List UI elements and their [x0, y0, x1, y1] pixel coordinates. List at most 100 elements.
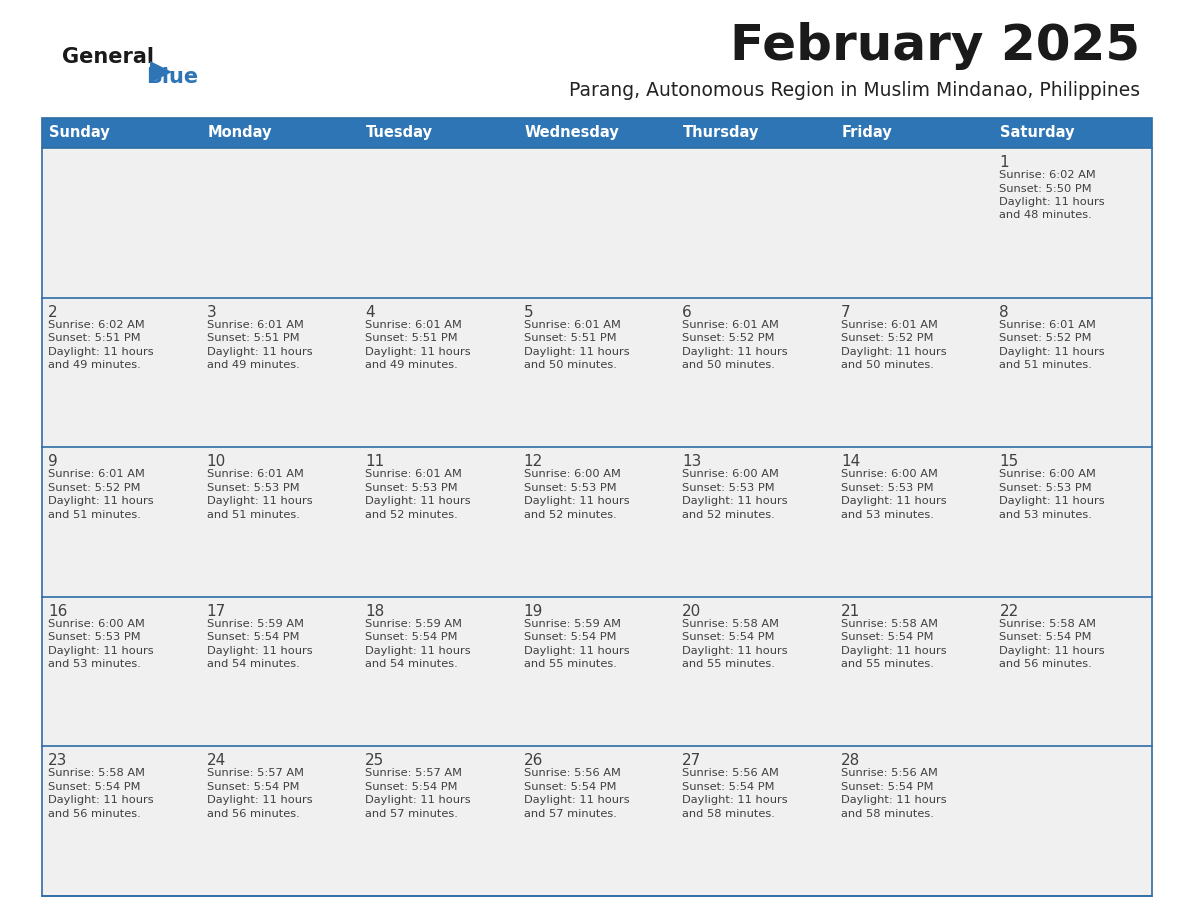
- Text: Sunset: 5:54 PM: Sunset: 5:54 PM: [524, 633, 617, 643]
- Text: Daylight: 11 hours: Daylight: 11 hours: [682, 645, 788, 655]
- Text: and 49 minutes.: and 49 minutes.: [365, 360, 457, 370]
- Text: Sunrise: 6:01 AM: Sunrise: 6:01 AM: [207, 469, 303, 479]
- Text: Sunset: 5:52 PM: Sunset: 5:52 PM: [841, 333, 934, 343]
- Text: Sunset: 5:51 PM: Sunset: 5:51 PM: [365, 333, 457, 343]
- Text: Thursday: Thursday: [683, 126, 759, 140]
- Text: 12: 12: [524, 454, 543, 469]
- Text: Sunday: Sunday: [49, 126, 109, 140]
- Text: Blue: Blue: [146, 67, 198, 87]
- Text: and 48 minutes.: and 48 minutes.: [999, 210, 1092, 220]
- Text: and 57 minutes.: and 57 minutes.: [524, 809, 617, 819]
- Bar: [42, 297, 1152, 447]
- Text: and 56 minutes.: and 56 minutes.: [48, 809, 140, 819]
- Text: Sunset: 5:52 PM: Sunset: 5:52 PM: [999, 333, 1092, 343]
- Text: Daylight: 11 hours: Daylight: 11 hours: [365, 497, 470, 506]
- Text: 15: 15: [999, 454, 1018, 469]
- Text: 18: 18: [365, 604, 385, 619]
- Text: Daylight: 11 hours: Daylight: 11 hours: [365, 795, 470, 805]
- Text: Daylight: 11 hours: Daylight: 11 hours: [365, 645, 470, 655]
- Text: Sunrise: 6:01 AM: Sunrise: 6:01 AM: [48, 469, 145, 479]
- Text: Daylight: 11 hours: Daylight: 11 hours: [524, 347, 630, 356]
- Text: and 55 minutes.: and 55 minutes.: [841, 659, 934, 669]
- Text: Sunrise: 5:58 AM: Sunrise: 5:58 AM: [841, 619, 937, 629]
- Text: Sunrise: 5:59 AM: Sunrise: 5:59 AM: [524, 619, 620, 629]
- Text: 21: 21: [841, 604, 860, 619]
- Text: Sunrise: 6:00 AM: Sunrise: 6:00 AM: [841, 469, 937, 479]
- Text: Sunset: 5:53 PM: Sunset: 5:53 PM: [999, 483, 1092, 493]
- Text: and 49 minutes.: and 49 minutes.: [207, 360, 299, 370]
- Text: and 53 minutes.: and 53 minutes.: [999, 509, 1092, 520]
- Text: Daylight: 11 hours: Daylight: 11 hours: [682, 795, 788, 805]
- Text: Sunrise: 6:02 AM: Sunrise: 6:02 AM: [999, 170, 1097, 180]
- Text: Daylight: 11 hours: Daylight: 11 hours: [207, 645, 312, 655]
- Text: Daylight: 11 hours: Daylight: 11 hours: [524, 645, 630, 655]
- Text: and 52 minutes.: and 52 minutes.: [682, 509, 775, 520]
- Text: Monday: Monday: [208, 126, 272, 140]
- Text: 13: 13: [682, 454, 702, 469]
- Text: Sunset: 5:53 PM: Sunset: 5:53 PM: [48, 633, 140, 643]
- Text: and 51 minutes.: and 51 minutes.: [48, 509, 141, 520]
- Text: 17: 17: [207, 604, 226, 619]
- Text: Sunset: 5:53 PM: Sunset: 5:53 PM: [841, 483, 934, 493]
- Text: Daylight: 11 hours: Daylight: 11 hours: [682, 347, 788, 356]
- Text: Sunset: 5:54 PM: Sunset: 5:54 PM: [841, 633, 934, 643]
- Text: Sunset: 5:53 PM: Sunset: 5:53 PM: [365, 483, 457, 493]
- Text: Sunset: 5:54 PM: Sunset: 5:54 PM: [682, 633, 775, 643]
- Text: and 50 minutes.: and 50 minutes.: [841, 360, 934, 370]
- Text: Sunset: 5:54 PM: Sunset: 5:54 PM: [999, 633, 1092, 643]
- Text: Daylight: 11 hours: Daylight: 11 hours: [841, 347, 947, 356]
- Text: Daylight: 11 hours: Daylight: 11 hours: [524, 497, 630, 506]
- Text: Sunrise: 6:01 AM: Sunrise: 6:01 AM: [365, 319, 462, 330]
- Text: General: General: [62, 47, 154, 67]
- Text: 20: 20: [682, 604, 702, 619]
- Text: 2: 2: [48, 305, 58, 319]
- Text: Daylight: 11 hours: Daylight: 11 hours: [999, 497, 1105, 506]
- Text: Daylight: 11 hours: Daylight: 11 hours: [48, 347, 153, 356]
- Text: 16: 16: [48, 604, 68, 619]
- Text: and 50 minutes.: and 50 minutes.: [682, 360, 775, 370]
- Bar: [42, 118, 1152, 148]
- Text: Sunrise: 5:58 AM: Sunrise: 5:58 AM: [48, 768, 145, 778]
- Text: and 53 minutes.: and 53 minutes.: [841, 509, 934, 520]
- Text: 27: 27: [682, 754, 702, 768]
- Text: Sunset: 5:54 PM: Sunset: 5:54 PM: [207, 782, 299, 792]
- Text: Sunset: 5:53 PM: Sunset: 5:53 PM: [524, 483, 617, 493]
- Bar: [42, 148, 1152, 297]
- Text: Sunset: 5:54 PM: Sunset: 5:54 PM: [365, 633, 457, 643]
- Text: Daylight: 11 hours: Daylight: 11 hours: [207, 347, 312, 356]
- Text: Sunrise: 6:00 AM: Sunrise: 6:00 AM: [48, 619, 145, 629]
- Text: 19: 19: [524, 604, 543, 619]
- Text: 26: 26: [524, 754, 543, 768]
- Polygon shape: [150, 61, 172, 83]
- Text: Sunset: 5:54 PM: Sunset: 5:54 PM: [682, 782, 775, 792]
- Text: and 53 minutes.: and 53 minutes.: [48, 659, 141, 669]
- Text: 9: 9: [48, 454, 58, 469]
- Text: Sunrise: 5:59 AM: Sunrise: 5:59 AM: [365, 619, 462, 629]
- Bar: [42, 597, 1152, 746]
- Text: Daylight: 11 hours: Daylight: 11 hours: [999, 347, 1105, 356]
- Text: Sunrise: 5:59 AM: Sunrise: 5:59 AM: [207, 619, 304, 629]
- Text: and 54 minutes.: and 54 minutes.: [207, 659, 299, 669]
- Text: and 55 minutes.: and 55 minutes.: [682, 659, 775, 669]
- Text: Daylight: 11 hours: Daylight: 11 hours: [841, 497, 947, 506]
- Text: Daylight: 11 hours: Daylight: 11 hours: [999, 197, 1105, 207]
- Text: 24: 24: [207, 754, 226, 768]
- Bar: [42, 118, 1152, 896]
- Text: and 49 minutes.: and 49 minutes.: [48, 360, 140, 370]
- Text: Sunset: 5:53 PM: Sunset: 5:53 PM: [207, 483, 299, 493]
- Text: Daylight: 11 hours: Daylight: 11 hours: [682, 497, 788, 506]
- Text: Daylight: 11 hours: Daylight: 11 hours: [48, 645, 153, 655]
- Text: Sunset: 5:52 PM: Sunset: 5:52 PM: [682, 333, 775, 343]
- Text: Sunrise: 6:00 AM: Sunrise: 6:00 AM: [682, 469, 779, 479]
- Text: Sunset: 5:51 PM: Sunset: 5:51 PM: [524, 333, 617, 343]
- Bar: [42, 447, 1152, 597]
- Text: Daylight: 11 hours: Daylight: 11 hours: [207, 795, 312, 805]
- Text: and 56 minutes.: and 56 minutes.: [999, 659, 1092, 669]
- Text: and 58 minutes.: and 58 minutes.: [682, 809, 775, 819]
- Text: Sunrise: 5:57 AM: Sunrise: 5:57 AM: [365, 768, 462, 778]
- Text: 7: 7: [841, 305, 851, 319]
- Text: Sunrise: 5:56 AM: Sunrise: 5:56 AM: [841, 768, 937, 778]
- Text: and 55 minutes.: and 55 minutes.: [524, 659, 617, 669]
- Text: Friday: Friday: [842, 126, 892, 140]
- Text: Sunrise: 5:58 AM: Sunrise: 5:58 AM: [682, 619, 779, 629]
